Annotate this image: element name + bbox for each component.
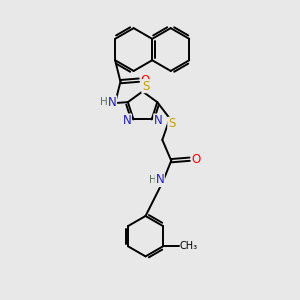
Text: CH₃: CH₃ — [180, 241, 198, 251]
Text: O: O — [192, 153, 201, 166]
Text: H: H — [100, 98, 108, 107]
Text: H: H — [148, 175, 156, 185]
Text: N: N — [108, 96, 116, 109]
Text: N: N — [154, 114, 163, 127]
Text: O: O — [141, 74, 150, 87]
Text: S: S — [142, 80, 149, 93]
Text: S: S — [168, 117, 175, 130]
Text: N: N — [156, 173, 164, 187]
Text: N: N — [123, 114, 131, 127]
